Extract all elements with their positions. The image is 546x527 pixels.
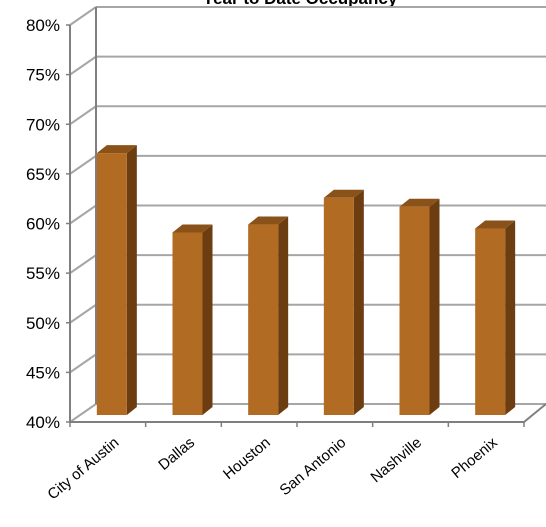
bar xyxy=(248,216,289,415)
bar-side xyxy=(505,220,516,415)
bar-front xyxy=(475,228,506,415)
bar-top xyxy=(399,198,440,207)
side-wall-gridline xyxy=(69,55,97,76)
gridlines xyxy=(69,6,546,423)
side-wall-gridline xyxy=(69,105,97,126)
bar xyxy=(475,220,516,415)
bars xyxy=(96,145,516,415)
bar-side xyxy=(126,145,137,415)
y-tick-label: 55% xyxy=(26,264,60,283)
y-axis-tick-labels: 40% 45% 50% 55% 60% 65% 70% 75% 80% xyxy=(26,16,60,432)
y-tick-label: 70% xyxy=(26,115,60,134)
bar-front xyxy=(96,153,127,415)
chart-title: Year to Date Occupancy xyxy=(203,0,398,8)
y-tick-label: 65% xyxy=(26,165,60,184)
bar-front xyxy=(172,232,203,415)
side-wall-gridline xyxy=(69,353,97,374)
bar xyxy=(96,145,137,415)
side-wall-gridline xyxy=(69,204,97,225)
bar-top xyxy=(248,216,289,225)
bar xyxy=(399,198,440,415)
y-tick-label: 80% xyxy=(26,16,60,35)
side-wall-gridline xyxy=(69,303,97,324)
x-category-label: Dallas xyxy=(155,434,198,474)
side-wall-gridline xyxy=(69,403,97,423)
x-category-label: Houston xyxy=(220,434,274,483)
x-axis-category-labels: City of Austin Dallas Houston San Antonio Na… xyxy=(44,434,501,504)
bar-side xyxy=(278,216,289,415)
bar-top xyxy=(475,220,516,229)
bar-top xyxy=(323,189,364,198)
bar-top xyxy=(96,145,137,154)
x-category-label: San Antonio xyxy=(276,434,349,499)
bar xyxy=(323,189,364,415)
x-category-label: Phoenix xyxy=(448,434,501,482)
side-wall-gridline xyxy=(69,6,97,26)
axes xyxy=(66,7,546,427)
y-tick-label: 50% xyxy=(26,314,60,333)
bar xyxy=(172,224,213,415)
y-tick-label: 60% xyxy=(26,215,60,234)
y-tick-label: 40% xyxy=(26,413,60,432)
bar-side xyxy=(202,224,213,415)
y-tick-label: 75% xyxy=(26,66,60,85)
floor-right-edge xyxy=(523,403,546,423)
bar-front xyxy=(323,197,354,415)
bar-front xyxy=(248,224,279,415)
bar-side xyxy=(429,198,440,415)
x-category-label: Nashville xyxy=(368,434,426,486)
side-wall-gridline xyxy=(69,254,97,274)
bar-front xyxy=(399,206,430,415)
bar-top xyxy=(172,224,213,233)
x-category-label: City of Austin xyxy=(44,434,122,503)
bar-side xyxy=(353,189,364,415)
side-wall-gridline xyxy=(69,155,97,175)
y-tick-label: 45% xyxy=(26,363,60,382)
